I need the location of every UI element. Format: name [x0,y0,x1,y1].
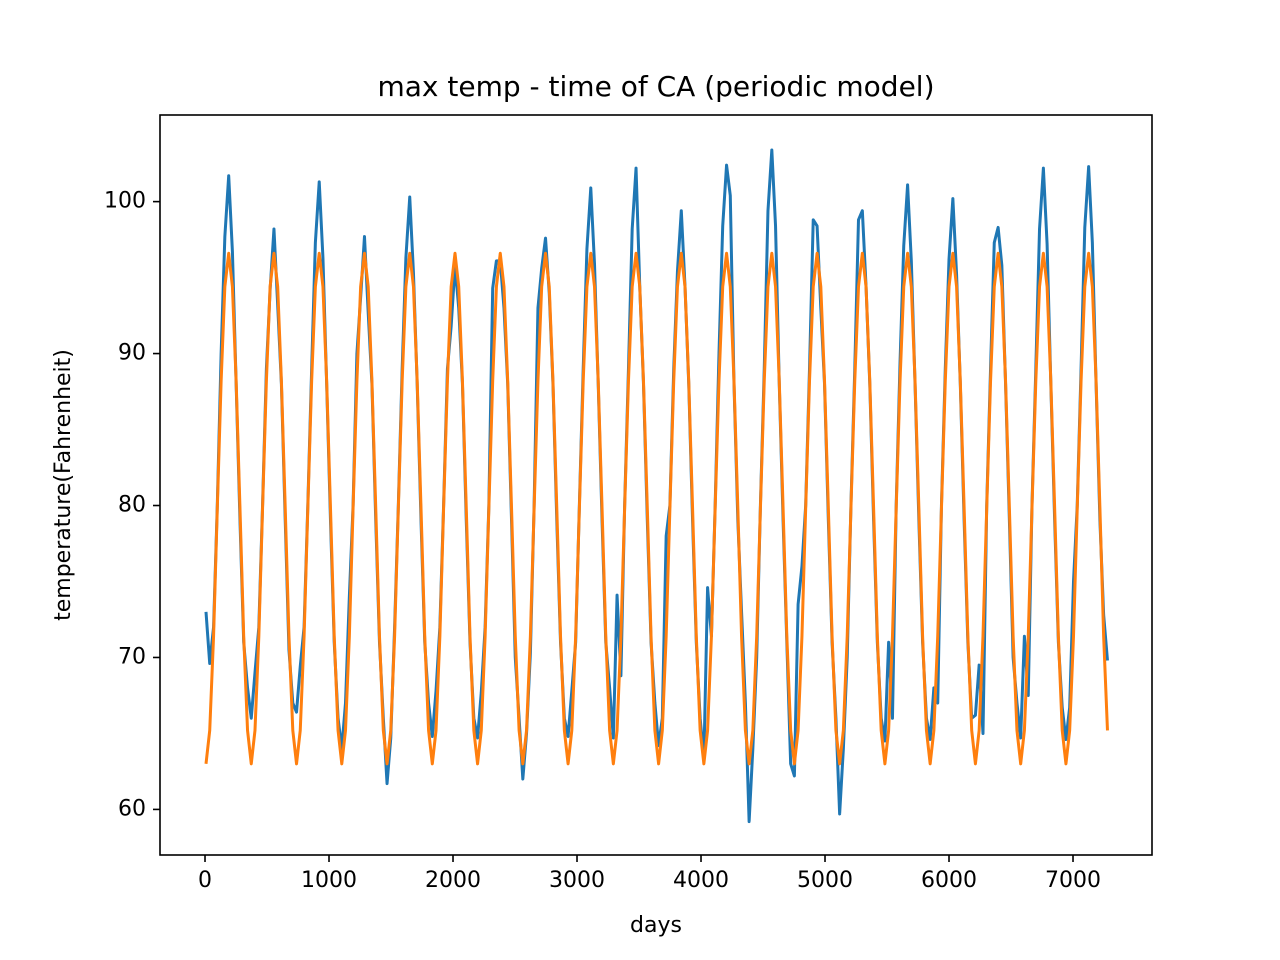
x-axis-label: days [630,913,682,938]
y-tick-label: 80 [118,493,146,518]
x-tick-label: 6000 [921,868,977,893]
x-tick-label: 1000 [301,868,357,893]
x-tick-label: 2000 [425,868,481,893]
y-axis-label: temperature(Fahrenheit) [51,349,76,621]
y-tick-label: 90 [118,341,146,366]
data-line [204,251,1109,766]
x-tick-label: 0 [198,868,212,893]
plot-frame [159,114,1153,856]
x-tick-label: 5000 [797,868,853,893]
x-tick-label: 7000 [1045,868,1101,893]
y-tick-label: 100 [104,189,146,214]
x-tick-label: 3000 [549,868,605,893]
chart-title: max temp - time of CA (periodic model) [377,70,934,103]
x-tick-label: 4000 [673,868,729,893]
y-tick-label: 60 [118,796,146,821]
y-tick-label: 70 [118,644,146,669]
